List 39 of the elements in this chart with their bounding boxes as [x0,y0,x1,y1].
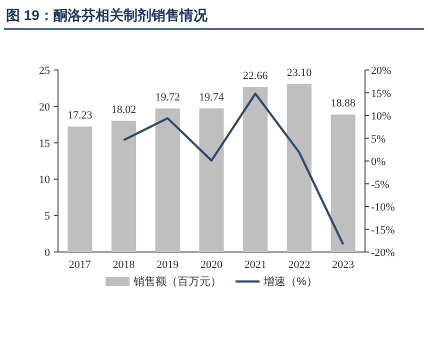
y2-tick-label: 0% [371,156,386,168]
data-label: 18.02 [111,104,136,116]
x-tick-label: 2023 [332,259,355,271]
data-label: 17.23 [68,110,93,122]
x-tick-label: 2018 [112,259,136,271]
bar [286,84,312,252]
y2-tick-label: -20% [371,247,395,259]
y-tick-label: 15 [39,138,50,150]
data-label: 22.66 [242,70,268,82]
legend-label: 增速（%） [262,275,318,288]
x-tick-label: 2022 [288,259,310,271]
y2-tick-label: 15% [371,88,392,100]
x-tick-label: 2019 [156,259,180,271]
data-label: 23.10 [286,66,312,79]
y-tick-label: 20 [39,101,50,114]
y-tick-label: 25 [39,65,50,77]
y-tick-label: 5 [44,210,50,223]
y2-tick-label: 5% [371,133,386,146]
x-tick-label: 2020 [200,259,223,271]
y2-tick-label: -15% [371,224,395,236]
data-label: 19.72 [155,91,180,104]
y2-tick-label: -10% [371,202,395,214]
x-tick-label: 2021 [244,259,266,271]
bar [330,114,356,252]
bar [68,126,92,252]
data-label: 18.88 [330,98,356,110]
data-label: 19.74 [199,91,224,104]
y-tick-label: 0 [44,247,50,259]
bar [243,87,268,252]
y-tick-label: 10 [39,174,50,186]
bar [155,108,180,252]
y2-tick-label: 20% [371,65,392,77]
bar [199,108,224,252]
x-tick-label: 2017 [68,259,92,271]
y2-tick-label: -5% [371,178,390,191]
bar [112,120,136,252]
chart-title: 图 19：酮洛芬相关制剂销售情况 [6,7,208,23]
y2-tick-label: 10% [371,110,392,122]
legend-label: 销售额（百万元） [132,275,222,288]
